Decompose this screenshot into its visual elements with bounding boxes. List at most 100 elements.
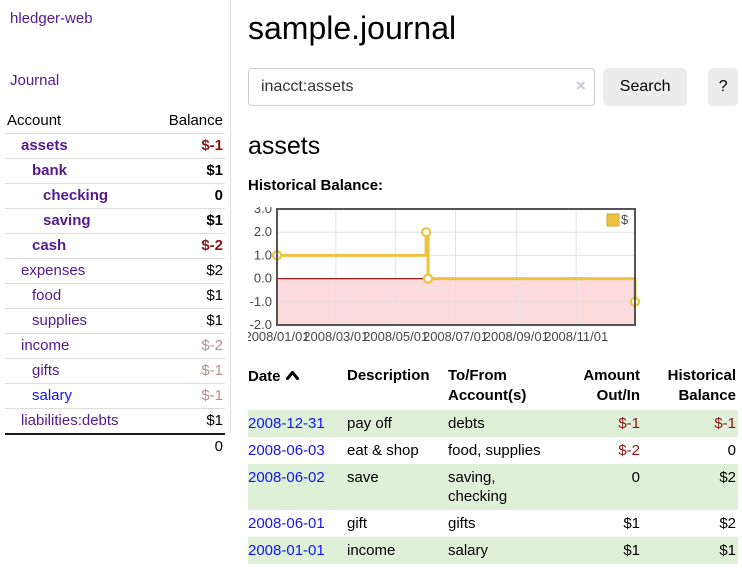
svg-text:-2.0: -2.0: [250, 317, 272, 332]
register-table-body: 2008-12-31 pay off debts $-1 $-1 2008-06-03 ea…: [248, 410, 738, 564]
accounts-table-body: assets $-1 bank $1 checking 0 saving $1 cash $-2 e…: [5, 133, 225, 434]
sort-ascending-icon: [285, 366, 299, 386]
transaction-accounts: debts: [448, 415, 485, 432]
svg-text:$: $: [621, 212, 629, 227]
svg-text:3.0: 3.0: [254, 207, 272, 216]
app-brand-link[interactable]: hledger-web: [10, 10, 93, 27]
svg-text:2008/11/01: 2008/11/01: [544, 329, 608, 344]
page-title: sample.journal: [248, 10, 457, 46]
account-link[interactable]: saving: [43, 212, 91, 229]
account-row: supplies $1: [5, 308, 225, 334]
account-balance: 0: [150, 183, 225, 209]
sidebar-item-journal[interactable]: Journal: [10, 72, 60, 89]
transaction-row: 2008-12-31 pay off debts $-1 $-1: [248, 410, 738, 437]
account-link[interactable]: food: [32, 287, 62, 304]
search-button[interactable]: Search: [602, 68, 688, 106]
accounts-total-row: 0: [5, 433, 225, 459]
register-header-balance: Historical Balance: [667, 367, 736, 404]
search-row: × Search ?: [248, 68, 738, 106]
register-header-accounts: To/From Account(s): [448, 367, 527, 404]
account-link[interactable]: salary: [32, 387, 73, 404]
accounts-table: Account Balance assets $-1 bank $1 checking 0…: [5, 109, 225, 459]
transaction-date-link[interactable]: 2008-06-03: [248, 442, 325, 459]
transaction-balance: $1: [719, 542, 736, 559]
transaction-description: gift: [347, 515, 368, 532]
account-row: checking 0: [5, 183, 225, 209]
transaction-amount: $-1: [618, 415, 640, 432]
transaction-date-link[interactable]: 2008-12-31: [248, 415, 325, 432]
account-row: income $-2: [5, 333, 225, 359]
account-row: liabilities:debts $1: [5, 408, 225, 434]
account-link[interactable]: assets: [21, 137, 68, 154]
account-link[interactable]: liabilities:debts: [21, 412, 119, 429]
transaction-amount: $1: [623, 515, 640, 532]
account-balance: $-2: [150, 333, 225, 359]
chart-title: Historical Balance:: [248, 177, 384, 194]
account-balance: $1: [150, 158, 225, 184]
transaction-date-link[interactable]: 2008-01-01: [248, 542, 325, 559]
transaction-amount: 0: [631, 469, 640, 486]
svg-text:2.0: 2.0: [254, 224, 272, 239]
account-balance: $1: [150, 283, 225, 309]
transaction-accounts: food, supplies: [448, 442, 541, 459]
svg-text:2008/03/01: 2008/03/01: [303, 329, 368, 344]
transaction-row: 2008-06-02 save saving, checking 0 $2: [248, 464, 738, 510]
sidebar: hledger-web Journal Account Balance asse…: [0, 0, 231, 459]
main-content: sample.journal × Search ? assets Histori…: [248, 0, 738, 564]
transaction-row: 2008-06-03 eat & shop food, supplies $-2 0: [248, 437, 738, 464]
account-link[interactable]: gifts: [32, 362, 60, 379]
account-link[interactable]: checking: [43, 187, 109, 204]
account-balance: $2: [150, 258, 225, 284]
transaction-balance: $2: [719, 515, 736, 532]
clear-search-icon[interactable]: ×: [575, 76, 586, 95]
accounts-total-value: 0: [150, 433, 225, 459]
account-row: bank $1: [5, 158, 225, 184]
transaction-description: eat & shop: [347, 442, 419, 459]
account-balance: $-1: [150, 358, 225, 384]
account-heading: assets: [248, 132, 321, 160]
transaction-row: 2008-01-01 income salary $1 $1: [248, 537, 738, 564]
transaction-accounts: gifts: [448, 515, 476, 532]
account-row: assets $-1: [5, 133, 225, 159]
balance-chart-svg: 3.0 2.0 1.0 0.0 -1.0 -2.02008/01/012008/03/01…: [248, 207, 641, 344]
svg-text:2008/05/01: 2008/05/01: [363, 329, 428, 344]
transaction-accounts: salary: [448, 542, 489, 559]
register-header-description: Description: [347, 367, 430, 384]
account-balance: $1: [150, 408, 225, 434]
transaction-description: save: [347, 469, 379, 486]
account-link[interactable]: supplies: [32, 312, 88, 329]
account-row: cash $-2: [5, 233, 225, 259]
account-row: salary $-1: [5, 383, 225, 409]
account-link[interactable]: bank: [32, 162, 68, 179]
svg-text:2008/01/01: 2008/01/01: [248, 329, 310, 344]
help-button[interactable]: ?: [708, 68, 738, 106]
account-row: food $1: [5, 283, 225, 309]
account-link[interactable]: income: [21, 337, 70, 354]
account-balance: $1: [150, 208, 225, 234]
transaction-row: 2008-06-01 gift gifts $1 $2: [248, 510, 738, 537]
search-input[interactable]: [248, 68, 595, 106]
account-balance: $-1: [150, 383, 225, 409]
account-balance: $-2: [150, 233, 225, 259]
svg-text:2008/09/01: 2008/09/01: [484, 329, 549, 344]
account-row: gifts $-1: [5, 358, 225, 384]
transaction-amount: $1: [623, 542, 640, 559]
account-row: expenses $2: [5, 258, 225, 284]
account-link[interactable]: cash: [32, 237, 67, 254]
transaction-description: pay off: [347, 415, 392, 432]
account-link[interactable]: expenses: [21, 262, 86, 279]
transaction-accounts: saving, checking: [448, 469, 508, 505]
svg-text:-1.0: -1.0: [250, 294, 272, 309]
register-header-amount: Amount Out/In: [583, 367, 640, 404]
balance-chart: 3.0 2.0 1.0 0.0 -1.0 -2.0 2008/01/01 2008/03/01…: [248, 207, 738, 352]
register-header-date[interactable]: Date: [248, 364, 347, 410]
transaction-date-link[interactable]: 2008-06-02: [248, 469, 325, 486]
transaction-date-link[interactable]: 2008-06-01: [248, 515, 325, 532]
svg-text:2008/07/01: 2008/07/01: [423, 329, 488, 344]
svg-text:1.0: 1.0: [254, 247, 272, 262]
accounts-header-balance: Balance: [168, 112, 223, 129]
account-balance: $1: [150, 308, 225, 334]
transaction-amount: $-2: [618, 442, 640, 459]
account-balance: $-1: [150, 133, 225, 159]
transaction-balance: $2: [719, 469, 736, 486]
